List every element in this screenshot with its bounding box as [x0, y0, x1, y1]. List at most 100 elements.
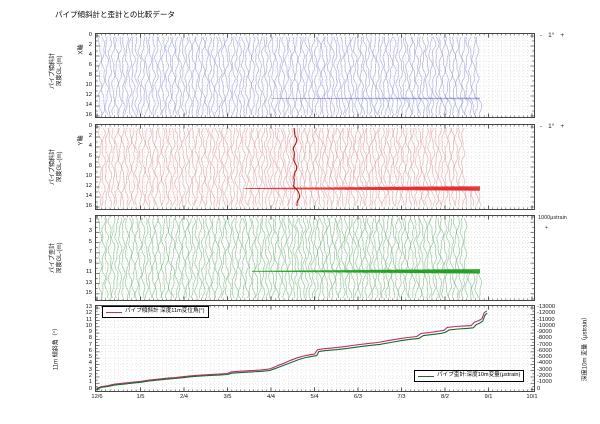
tick-label: 4: [88, 143, 92, 149]
tick-label: -9000: [537, 329, 552, 336]
tick-label: 6/3: [353, 394, 363, 400]
panel3-scale-annotation: 1000μstrain: [538, 215, 567, 221]
tick-label: 8: [88, 72, 92, 78]
tick-label: -12000: [537, 310, 556, 317]
tick-label: 3/5: [223, 394, 232, 400]
tick-label: 12: [85, 183, 92, 189]
tick-label: -7000: [537, 341, 552, 348]
panel4-left-axis-label: 11m 傾斜角（°）: [53, 324, 60, 371]
tick-label: 16: [85, 203, 92, 209]
tick-label: -8000: [537, 335, 552, 342]
tick-label: 6: [88, 153, 92, 159]
panel1-y-axis-label-line1: パイプ傾斜計: [50, 53, 56, 90]
tick-label: -5000: [537, 354, 552, 361]
panel1-y-axis-label: パイプ傾斜計 深度GL-(m): [50, 26, 64, 116]
tick-label: 14: [85, 193, 92, 199]
tick-label: 9/1: [484, 394, 493, 400]
tick-label: 4/4: [266, 394, 276, 400]
tick-label: 2: [88, 42, 92, 48]
tick-label: 2: [88, 133, 92, 139]
inclinometer-x-plot: [95, 33, 535, 118]
legend-line-magenta: [106, 311, 122, 313]
tick-label: 5: [88, 238, 92, 245]
legend-strain: パイプ歪計:深度10m変量(μstrain): [414, 370, 525, 382]
legend-line-green: [418, 375, 434, 377]
tick-label: 9: [88, 259, 92, 266]
minus-sign: -: [540, 32, 543, 39]
tick-label: 10: [85, 82, 92, 88]
strain-gauge-plot: [95, 215, 535, 301]
panel3-y-axis-label-line2: 深度GL-(m): [57, 242, 63, 274]
tick-label: 8: [88, 335, 92, 342]
tick-label: 12/6: [91, 394, 103, 400]
tick-label: 8: [88, 163, 92, 169]
tick-label: 3: [88, 366, 92, 373]
tick-label: 15: [85, 289, 92, 296]
scale-value: 1°: [548, 123, 555, 130]
tick-label: 10: [85, 173, 92, 179]
panel2-y-axis-label: パイプ傾斜計 深度GL-(m): [50, 122, 64, 212]
tick-label: 9: [88, 329, 92, 336]
panel2-y-axis-label-line1: パイプ傾斜計: [50, 149, 56, 186]
tick-label: -2000: [537, 372, 552, 379]
tick-label: 6: [88, 62, 92, 68]
tick-label: 4: [88, 52, 92, 58]
panel2-scale-annotation: -1° +: [540, 123, 564, 130]
legend-inclinometer-label: パイプ傾斜計 深度11m変位角(°): [125, 308, 205, 315]
tick-label: 5: [88, 354, 92, 361]
plus-sign: +: [560, 123, 565, 130]
panel-time-series: [95, 305, 535, 392]
tick-label: -13000: [537, 304, 556, 310]
tick-label: 10/1: [526, 394, 538, 400]
tick-label: 1: [88, 218, 92, 225]
panel1-scale-annotation: -1° +: [540, 32, 564, 39]
minus-sign: -: [540, 123, 543, 130]
tick-label: -1000: [537, 379, 552, 386]
panel-inclinometer-x: [95, 33, 535, 118]
tick-label: -6000: [537, 347, 552, 354]
panel4-right-axis-label: 深度10m 変量（μstrain）: [582, 313, 589, 382]
tick-label: 7: [88, 341, 92, 348]
tick-label: 13: [85, 304, 92, 310]
tick-label: -3000: [537, 366, 552, 373]
tick-label: -10000: [537, 322, 556, 329]
inclinometer-y-plot: [95, 124, 535, 210]
tick-label: 14: [85, 102, 92, 108]
tick-label: 7: [88, 248, 92, 255]
tick-label: -4000: [537, 360, 552, 367]
tick-label: 4: [88, 360, 92, 367]
tick-label: 5/4: [310, 394, 319, 400]
tick-label: 2: [88, 372, 92, 379]
panel2-y-axis-label-line2: 深度GL-(m): [57, 151, 63, 183]
tick-label: 0: [88, 385, 92, 392]
tick-label: 10: [85, 322, 92, 329]
tick-label: 3: [88, 228, 92, 235]
tick-label: 1: [88, 379, 92, 386]
tick-label: 6: [88, 347, 92, 354]
tick-label: 0: [88, 123, 92, 129]
panel1-y-axis-label-line2: 深度GL-(m): [57, 55, 63, 87]
tick-label: 0: [537, 385, 541, 392]
tick-label: 0: [88, 32, 92, 38]
legend-strain-label: パイプ歪計:深度10m変量(μstrain): [437, 372, 521, 379]
panel3-y-axis-label-line1: パイプ歪計: [50, 243, 56, 274]
plus-sign: +: [560, 32, 565, 39]
panel3-scale-sub-mark: +: [545, 225, 548, 231]
tick-label: 1/5: [136, 394, 145, 400]
panel-strain-gauge: [95, 215, 535, 301]
tick-label: 2/4: [179, 394, 189, 400]
panel3-y-axis-label: パイプ歪計 深度GL-(m): [50, 213, 64, 303]
time-series-plot: [95, 305, 535, 392]
tick-label: 13: [85, 279, 92, 286]
tick-label: 11: [85, 316, 92, 323]
tick-label: 12: [85, 92, 92, 98]
scale-value: 1°: [548, 32, 555, 39]
tick-label: 7/3: [397, 394, 406, 400]
legend-inclinometer: パイプ傾斜計 深度11m変位角(°): [102, 306, 209, 318]
tick-label: 12: [85, 310, 92, 317]
panel-inclinometer-y: [95, 124, 535, 210]
page-title: パイプ傾斜計と歪計との比較データ: [55, 10, 175, 19]
tick-label: 11: [85, 269, 92, 276]
tick-label: 8/2: [440, 394, 450, 400]
tick-label: -11000: [537, 316, 555, 323]
